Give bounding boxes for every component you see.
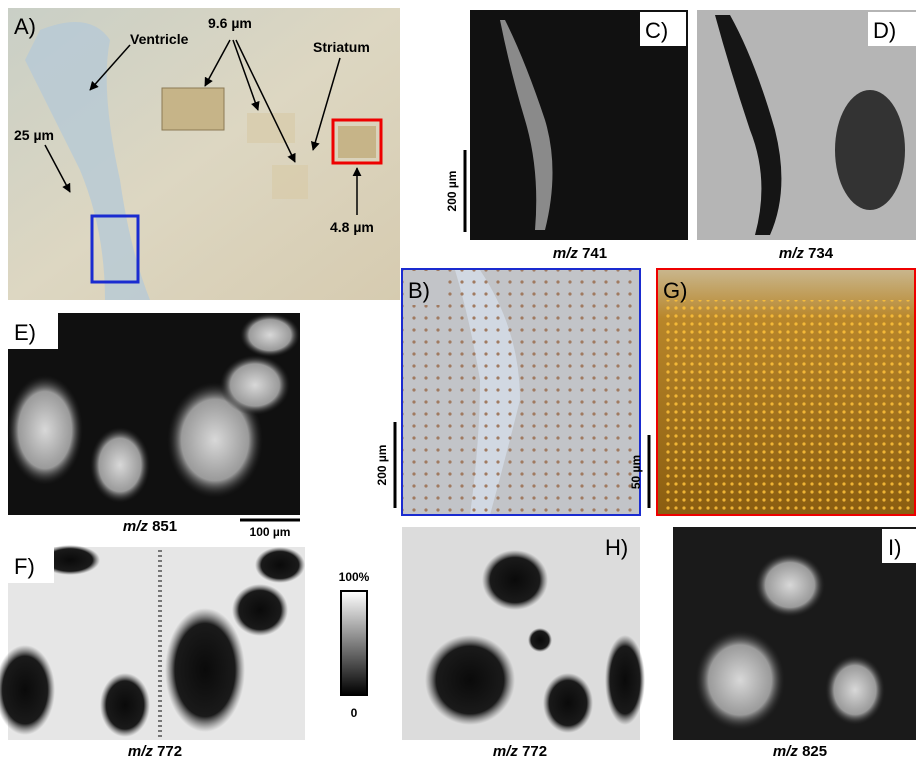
tissue-blob [220, 355, 290, 415]
ablation-square [247, 113, 295, 143]
caption-value: 772 [522, 743, 547, 760]
tissue-blob [165, 608, 245, 732]
caption-mz: m/z [779, 245, 805, 262]
scale-bar-label: 200 µm [445, 171, 459, 212]
tissue-blob [240, 313, 300, 357]
tissue-blob [482, 550, 548, 610]
annotation: 25 µm [14, 127, 54, 143]
caption-value: 825 [802, 743, 827, 760]
caption-mz: m/z [493, 743, 519, 760]
annotation: Ventricle [130, 31, 189, 47]
panel-label: A) [14, 14, 36, 39]
panel-f: F) m/z 772 [0, 545, 305, 760]
panel-label: D) [873, 18, 896, 43]
caption-value: 851 [152, 518, 177, 535]
ablation-grid [402, 269, 640, 515]
panel-label: F) [14, 554, 35, 579]
panel-label: B) [408, 278, 430, 303]
dark-region [835, 90, 905, 210]
colorbar-min: 0 [351, 706, 358, 720]
tissue-blob [7, 375, 83, 485]
figure: A) Ventricle 9.6 µm Striatum 25 µm 4.8 µ… [0, 0, 916, 761]
panel-e: E) m/z 851 100 µm [7, 313, 300, 539]
caption: m/z 825 [773, 743, 827, 760]
tissue-blob [605, 635, 645, 725]
colorbar-gradient [341, 591, 367, 695]
panel-b: B) 200 µm [375, 269, 640, 515]
ablation-square [272, 165, 308, 199]
ablation-grid [665, 300, 916, 510]
caption: m/z 772 [128, 743, 182, 760]
tissue-blob [528, 628, 552, 652]
annotation: 9.6 µm [208, 15, 252, 31]
tissue-blob [232, 584, 288, 636]
scale-bar-label: 100 µm [250, 525, 291, 539]
caption-mz: m/z [128, 743, 154, 760]
ablation-square [162, 88, 224, 130]
panel-label: I) [888, 535, 901, 560]
panel-a: A) Ventricle 9.6 µm Striatum 25 µm 4.8 µ… [8, 8, 400, 300]
panel-label: E) [14, 320, 36, 345]
caption: m/z 851 [123, 518, 177, 535]
caption: m/z 772 [493, 743, 547, 760]
annotation: 4.8 µm [330, 219, 374, 235]
caption: m/z 741 [553, 245, 607, 262]
caption-value: 741 [582, 245, 607, 262]
panel-c: C) 200 µm m/z 741 [445, 10, 688, 262]
colorbar: 100% 0 [339, 570, 370, 720]
annotation: Striatum [313, 39, 370, 55]
panel-label: C) [645, 18, 668, 43]
tissue-blob [100, 673, 150, 737]
panel-d: D) m/z 734 [697, 10, 916, 262]
tissue-blob [825, 655, 885, 725]
caption-value: 734 [808, 245, 834, 262]
tissue-blob [425, 635, 515, 725]
panel-label: G) [663, 278, 687, 303]
caption-mz: m/z [773, 743, 799, 760]
panel-g: G) 50 µm [629, 269, 916, 515]
ablation-square [338, 126, 376, 158]
caption-value: 772 [157, 743, 182, 760]
caption-mz: m/z [123, 518, 149, 535]
tissue-blob [255, 547, 305, 583]
tissue-blob [695, 630, 785, 730]
panel-i: I) m/z 825 [673, 527, 916, 760]
colorbar-max: 100% [339, 570, 370, 584]
panel-h: H) m/z 772 [402, 527, 645, 760]
caption-mz: m/z [553, 245, 579, 262]
scale-bar-label: 50 µm [629, 455, 643, 489]
panel-label: H) [605, 535, 628, 560]
tissue-blob [90, 427, 150, 503]
tissue-blob [543, 673, 593, 733]
scale-bar-label: 200 µm [375, 445, 389, 486]
caption: m/z 734 [779, 245, 834, 262]
tissue-blob [755, 553, 825, 617]
